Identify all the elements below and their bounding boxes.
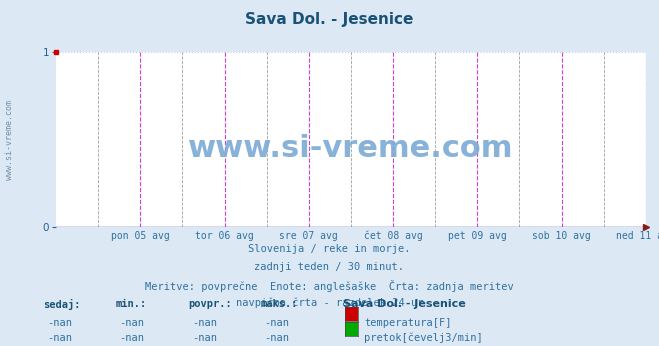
Text: zadnji teden / 30 minut.: zadnji teden / 30 minut. [254,262,405,272]
Text: -nan: -nan [192,333,217,343]
Text: pretok[čevelj3/min]: pretok[čevelj3/min] [364,333,483,343]
Text: Meritve: povprečne  Enote: anglešaške  Črta: zadnja meritev: Meritve: povprečne Enote: anglešaške Črt… [145,280,514,292]
Text: -nan: -nan [47,333,72,343]
Text: www.si-vreme.com: www.si-vreme.com [188,134,513,163]
Text: Slovenija / reke in morje.: Slovenija / reke in morje. [248,244,411,254]
Text: sedaj:: sedaj: [43,299,80,310]
Text: www.si-vreme.com: www.si-vreme.com [5,100,14,180]
Text: Sava Dol. - Jesenice: Sava Dol. - Jesenice [343,299,465,309]
Text: Sava Dol. - Jesenice: Sava Dol. - Jesenice [245,12,414,27]
Text: -nan: -nan [192,318,217,328]
Text: povpr.:: povpr.: [188,299,231,309]
Text: navpična črta - razdelek 24 ur: navpična črta - razdelek 24 ur [236,298,423,308]
Text: -nan: -nan [119,333,144,343]
Text: min.:: min.: [115,299,146,309]
Text: maks.:: maks.: [260,299,298,309]
Text: -nan: -nan [264,318,289,328]
Text: -nan: -nan [119,318,144,328]
Text: -nan: -nan [264,333,289,343]
Text: temperatura[F]: temperatura[F] [364,318,452,328]
Text: -nan: -nan [47,318,72,328]
